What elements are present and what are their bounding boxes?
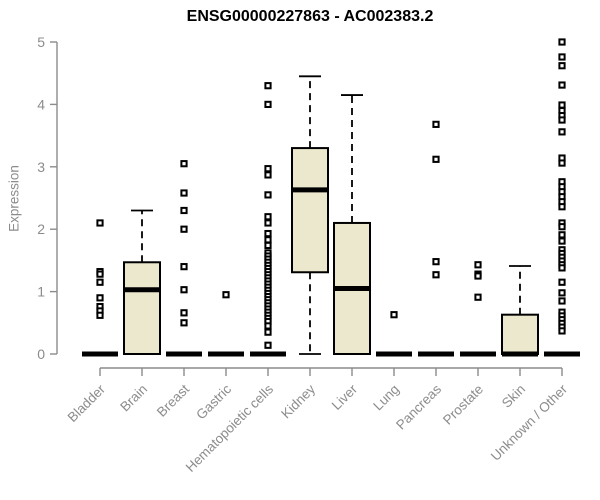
- outlier-point: [474, 261, 482, 269]
- x-tick-label: Prostate: [440, 382, 486, 428]
- outlier-point: [432, 271, 440, 279]
- outlier-point: [96, 219, 104, 227]
- x-tick-label: Breast: [154, 381, 192, 419]
- outlier-point: [558, 223, 566, 231]
- x-tick-label: Unknown / Other: [488, 381, 571, 464]
- y-tick-label: 2: [37, 221, 45, 237]
- outlier-point: [264, 165, 272, 173]
- outlier-point: [558, 101, 566, 109]
- outlier-point: [432, 120, 440, 128]
- outlier-point: [264, 341, 272, 349]
- y-tick-label: 0: [37, 346, 45, 362]
- box: [291, 147, 329, 274]
- outlier-point: [180, 263, 188, 271]
- outlier-point: [558, 116, 566, 124]
- outlier-point: [264, 229, 272, 238]
- outlier-point: [390, 311, 398, 319]
- outlier-point: [558, 237, 566, 245]
- outlier-point: [180, 160, 188, 168]
- outlier-point: [180, 206, 188, 215]
- outlier-point: [96, 311, 104, 319]
- y-tick-label: 4: [37, 96, 45, 112]
- outlier-point: [558, 297, 566, 305]
- outlier-point: [264, 100, 272, 109]
- outlier-point: [180, 225, 188, 233]
- outlier-point: [558, 62, 566, 70]
- outlier-point: [264, 236, 272, 244]
- outlier-point: [474, 293, 482, 301]
- outlier-point: [558, 159, 566, 167]
- outlier-point: [558, 128, 566, 136]
- x-tick-label: Pancreas: [393, 381, 444, 432]
- outlier-point: [264, 322, 272, 330]
- outlier-point: [558, 38, 566, 46]
- y-tick-label: 1: [37, 284, 45, 300]
- outlier-point: [558, 203, 566, 211]
- x-tick-label: Kidney: [278, 381, 318, 421]
- outlier-point: [96, 270, 104, 278]
- chart-title: ENSG00000227863 - AC002383.2: [186, 8, 434, 25]
- x-tick-label: Brain: [117, 382, 150, 415]
- outlier-point: [264, 171, 272, 179]
- outlier-point: [432, 155, 440, 163]
- y-tick-label: 3: [37, 159, 45, 175]
- outlier-point: [264, 219, 272, 227]
- x-tick-label: Bladder: [65, 381, 109, 425]
- x-tick-label: Skin: [499, 382, 528, 411]
- outlier-point: [96, 294, 104, 302]
- outlier-point: [180, 189, 188, 197]
- outlier-point: [474, 272, 482, 280]
- x-tick-label: Lung: [370, 382, 402, 414]
- outlier-point: [558, 231, 566, 239]
- outlier-point: [264, 213, 272, 221]
- outlier-point: [558, 289, 566, 297]
- outlier-point: [96, 278, 104, 286]
- outlier-point: [222, 291, 230, 299]
- outlier-point: [432, 258, 440, 266]
- box: [501, 313, 539, 355]
- outlier-point: [558, 264, 566, 272]
- outlier-point: [264, 82, 272, 90]
- outlier-point: [264, 241, 272, 250]
- y-tick-label: 5: [37, 34, 45, 50]
- outlier-point: [180, 319, 188, 327]
- outlier-point: [180, 286, 188, 294]
- x-tick-label: Liver: [329, 381, 361, 413]
- outlier-point: [558, 278, 566, 286]
- x-tick-label: Gastric: [193, 381, 234, 422]
- outlier-point: [558, 53, 566, 61]
- outlier-point: [558, 81, 566, 89]
- outlier-point: [558, 327, 566, 335]
- outlier-point: [264, 328, 272, 336]
- outlier-point: [264, 191, 272, 199]
- outlier-point: [180, 309, 188, 317]
- box: [123, 261, 161, 355]
